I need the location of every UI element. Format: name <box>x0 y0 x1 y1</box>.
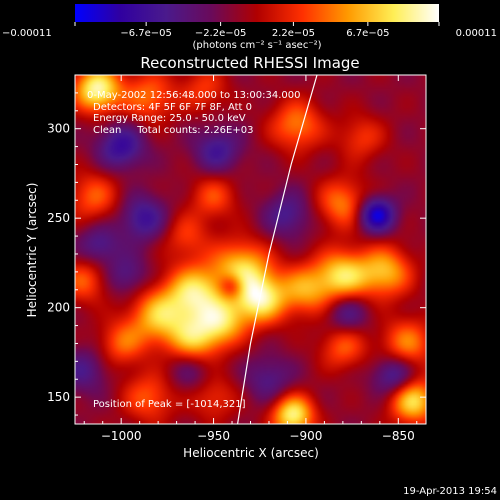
colorbar-tick-label: −2.2e−05 <box>195 28 247 39</box>
y-axis-label: Heliocentric Y (arcsec) <box>25 183 39 318</box>
chart-title: Reconstructed RHESSI Image <box>140 54 359 72</box>
colorbar-tick-label: −6.7e−05 <box>120 28 172 39</box>
x-tick-label: −950 <box>197 429 230 443</box>
x-tick-label: −1000 <box>101 429 142 443</box>
axis-ticks: −1000 −950 −900 −850 150 200 250 300 <box>47 75 426 443</box>
colorbar-tick-label: 0.00011 <box>456 28 497 39</box>
annotation-block: 0-May-2002 12:56:48.000 to 13:00:34.000 … <box>87 90 300 410</box>
solar-limb-line <box>236 75 318 424</box>
x-tick-label: −900 <box>289 429 322 443</box>
x-tick-label: −850 <box>382 429 415 443</box>
y-tick-label: 150 <box>47 390 70 404</box>
y-tick-label: 250 <box>47 211 70 225</box>
annotation-peak-position: Position of Peak = [-1014,321] <box>93 399 246 410</box>
colorbar-tick-label: 2.2e−05 <box>272 28 315 39</box>
colorbar-tick-label: −0.00011 <box>2 28 52 39</box>
heatmap-image <box>75 75 426 424</box>
plot-area: −1000 −950 −900 −850 150 200 250 300 <box>47 74 427 443</box>
colorbar-strip <box>75 4 439 22</box>
colorbar-ticks: −0.00011 −6.7e−05 −2.2e−05 2.2e−05 6.7e−05 0.… <box>2 22 497 39</box>
colorbar-tick-label: 6.7e−05 <box>346 28 389 39</box>
footer-timestamp: 19-Apr-2013 19:54 <box>403 486 497 497</box>
annotation-detectors: Detectors: 4F 5F 6F 7F 8F, Att 0 <box>93 102 252 113</box>
annotation-clean-counts: Clean Total counts: 2.26E+03 <box>93 125 253 136</box>
annotation-time-range: 0-May-2002 12:56:48.000 to 13:00:34.000 <box>87 90 300 101</box>
colorbar-unit-label: (photons cm⁻² s⁻¹ asec⁻²) <box>192 40 321 51</box>
annotation-energy-range: Energy Range: 25.0 - 50.0 keV <box>93 113 246 124</box>
y-tick-label: 300 <box>47 122 70 136</box>
y-tick-label: 200 <box>47 301 70 315</box>
colorbar: −0.00011 −6.7e−05 −2.2e−05 2.2e−05 6.7e−05 0.… <box>2 4 497 51</box>
x-axis-label: Heliocentric X (arcsec) <box>183 446 319 460</box>
